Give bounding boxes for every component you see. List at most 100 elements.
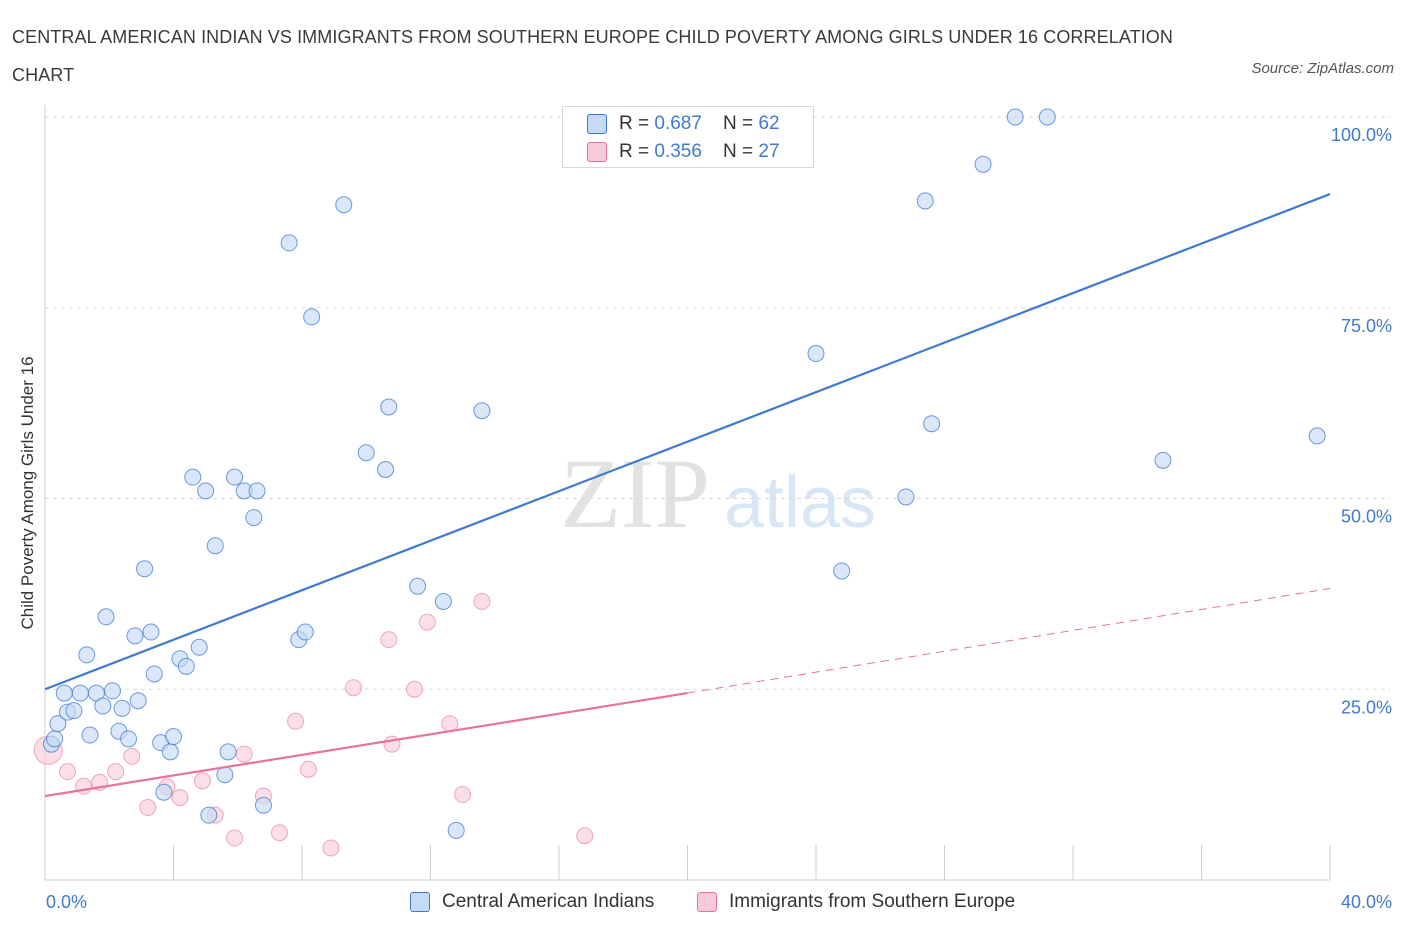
watermark-zip: ZIP <box>560 438 710 549</box>
blue-point <box>280 234 298 252</box>
blue-point <box>165 728 182 746</box>
r-label: R = <box>619 141 655 162</box>
blue-point <box>377 461 395 479</box>
pink-trend-line <box>44 691 688 798</box>
blue-point <box>190 638 208 656</box>
stats-row-central-american-indians: R = 0.687 N = 62 <box>587 110 780 138</box>
blue-point <box>833 562 851 580</box>
r-label: R = <box>619 113 655 134</box>
blue-trend-line <box>44 193 1331 691</box>
blue-point <box>55 684 73 702</box>
blue-point <box>97 608 115 626</box>
pink-point <box>123 747 141 765</box>
pink-point <box>473 593 491 611</box>
n-value: 62 <box>758 113 780 134</box>
y-tick-label: 75.0% <box>1341 316 1392 336</box>
pink-point <box>380 631 398 649</box>
blue-point <box>197 482 215 500</box>
n-label: N = <box>723 113 759 134</box>
blue-point <box>120 730 138 748</box>
axis-labels: 25.0% 50.0% 75.0% 100.0% 0.0% 40.0% Child Pove… <box>18 125 1392 912</box>
x-tick-label-min: 0.0% <box>46 892 87 912</box>
pink-point <box>193 772 211 790</box>
blue-point <box>248 482 266 500</box>
blue-point <box>380 398 398 416</box>
blue-point <box>184 468 202 486</box>
legend-item-southern-europe: Immigrants from Southern Europe <box>697 888 1015 916</box>
stats-row-southern-europe: R = 0.356 N = 27 <box>587 138 780 166</box>
watermark-atlas: atlas <box>724 463 876 543</box>
pink-point <box>226 829 244 847</box>
blue-point <box>897 488 915 506</box>
blue-point <box>129 692 147 710</box>
blue-point <box>1308 427 1326 445</box>
pink-point <box>107 763 125 781</box>
r-value: 0.356 <box>654 141 702 162</box>
pink-point <box>576 827 594 845</box>
pink-point <box>344 679 362 697</box>
pink-point <box>405 680 423 698</box>
blue-point <box>206 537 224 555</box>
gridlines <box>45 116 1390 690</box>
blue-point <box>71 684 89 702</box>
legend-item-central-american-indians: Central American Indians <box>410 888 654 916</box>
pink-swatch-icon <box>587 142 607 162</box>
r-value: 0.687 <box>654 113 702 134</box>
legend-label: Central American Indians <box>442 891 655 912</box>
blue-point <box>807 345 825 363</box>
blue-point <box>145 665 163 683</box>
blue-point <box>409 577 427 595</box>
blue-point <box>46 730 64 748</box>
blue-swatch-icon <box>587 114 607 134</box>
y-axis-title: Child Poverty Among Girls Under 16 <box>18 356 37 629</box>
pink-point <box>287 712 305 730</box>
blue-point <box>161 743 179 761</box>
pink-point <box>139 799 157 817</box>
blue-point <box>357 444 375 462</box>
trend-lines <box>44 193 1331 798</box>
pink-trend-extension <box>687 588 1331 694</box>
pink-point <box>454 786 472 804</box>
blue-point <box>296 623 314 641</box>
blue-point <box>142 623 160 641</box>
blue-point <box>245 509 263 527</box>
chart-legend: Central American Indians Immigrants from… <box>0 888 1406 918</box>
blue-point <box>226 468 244 486</box>
x-tick-label-max: 40.0% <box>1341 892 1392 912</box>
y-tick-label: 25.0% <box>1341 697 1392 717</box>
blue-point <box>473 402 491 420</box>
y-tick-label: 100.0% <box>1331 125 1392 145</box>
blue-point <box>434 593 452 611</box>
blue-point <box>303 308 321 326</box>
blue-point <box>974 155 992 173</box>
n-label: N = <box>723 141 759 162</box>
pink-square-icon <box>697 892 717 912</box>
pink-point <box>418 613 436 631</box>
n-value: 27 <box>758 141 780 162</box>
blue-point <box>923 415 941 433</box>
series-central-american-indians-points <box>42 108 1326 839</box>
blue-point <box>126 627 144 645</box>
blue-point <box>1154 451 1172 469</box>
blue-point <box>94 697 112 715</box>
pink-point <box>271 824 289 842</box>
pink-point <box>171 789 189 807</box>
correlation-stats-box: R = 0.687 N = 62 R = 0.356 N = 27 <box>562 106 814 168</box>
legend-label: Immigrants from Southern Europe <box>729 891 1016 912</box>
blue-point <box>1038 108 1056 126</box>
blue-point <box>155 783 173 801</box>
blue-point <box>335 196 353 214</box>
blue-point <box>65 702 83 720</box>
blue-point <box>219 743 237 761</box>
blue-square-icon <box>410 892 430 912</box>
source-note: Source: ZipAtlas.com <box>1251 60 1394 77</box>
blue-point <box>78 646 96 664</box>
blue-point <box>49 715 67 733</box>
blue-point <box>447 821 465 839</box>
blue-point <box>113 699 131 717</box>
blue-point <box>200 806 218 824</box>
y-tick-label: 50.0% <box>1341 507 1392 527</box>
pink-point <box>235 745 253 763</box>
blue-point <box>254 796 272 814</box>
